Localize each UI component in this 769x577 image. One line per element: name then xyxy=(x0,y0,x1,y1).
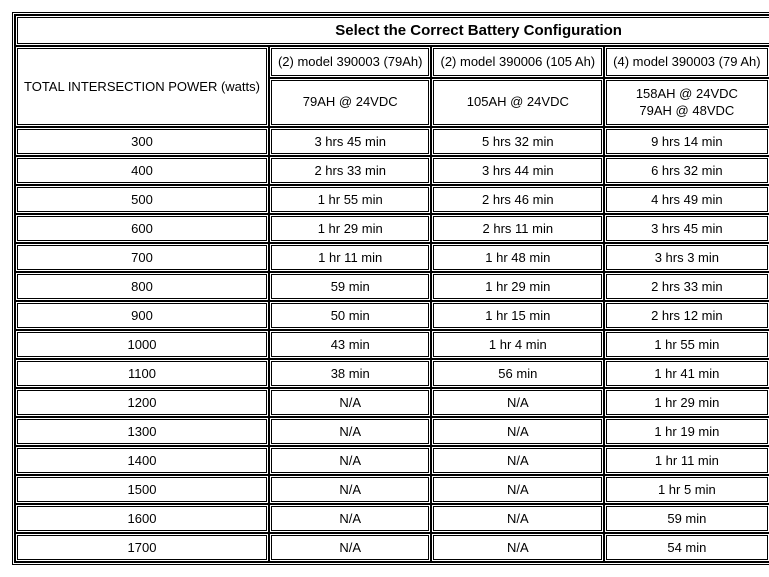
runtime-cell: 6 hrs 32 min xyxy=(604,156,769,185)
runtime-cell: 59 min xyxy=(269,272,432,301)
table-row: 1300N/AN/A1 hr 19 min1 hr 58 min xyxy=(15,417,769,446)
runtime-cell: 1 hr 4 min xyxy=(431,330,604,359)
table-row: 4002 hrs 33 min3 hrs 44 min6 hrs 32 min9… xyxy=(15,156,769,185)
power-cell: 1300 xyxy=(15,417,269,446)
runtime-cell: 1 hr 48 min xyxy=(431,243,604,272)
runtime-cell: 1 hr 15 min xyxy=(431,301,604,330)
power-cell: 1700 xyxy=(15,533,269,562)
power-cell: 1100 xyxy=(15,359,269,388)
power-cell: 600 xyxy=(15,214,269,243)
table-row: 1600N/AN/A59 min1 hr 29 min xyxy=(15,504,769,533)
col-spec-0: 79AH @ 24VDC xyxy=(269,78,432,127)
power-cell: 1400 xyxy=(15,446,269,475)
runtime-cell: 3 hrs 3 min xyxy=(604,243,769,272)
table-row: 110038 min56 min1 hr 41 min2 hrs 27 min xyxy=(15,359,769,388)
runtime-cell: N/A xyxy=(431,504,604,533)
runtime-cell: N/A xyxy=(269,475,432,504)
runtime-cell: N/A xyxy=(269,504,432,533)
table-row: 5001 hr 55 min2 hrs 46 min4 hrs 49 min7 … xyxy=(15,185,769,214)
runtime-cell: 1 hr 29 min xyxy=(269,214,432,243)
power-cell: 1500 xyxy=(15,475,269,504)
col-model-2: (4) model 390003 (79 Ah) xyxy=(604,46,769,78)
runtime-cell: N/A xyxy=(431,388,604,417)
power-cell: 1200 xyxy=(15,388,269,417)
battery-config-table: Select the Correct Battery Configuration… xyxy=(12,12,769,565)
runtime-cell: 1 hr 41 min xyxy=(604,359,769,388)
table-row: 1400N/AN/A1 hr 11 min1 hr 48 min xyxy=(15,446,769,475)
table-row: 1500N/AN/A1 hr 5 min1 hr 37 min xyxy=(15,475,769,504)
col-spec-1: 105AH @ 24VDC xyxy=(431,78,604,127)
runtime-cell: 2 hrs 46 min xyxy=(431,185,604,214)
runtime-cell: 38 min xyxy=(269,359,432,388)
power-cell: 500 xyxy=(15,185,269,214)
runtime-cell: 59 min xyxy=(604,504,769,533)
table-row: 100043 min1 hr 4 min1 hr 55 min2 hrs 46 … xyxy=(15,330,769,359)
runtime-cell: 1 hr 29 min xyxy=(431,272,604,301)
runtime-cell: N/A xyxy=(431,475,604,504)
table-row: 3003 hrs 45 min5 hrs 32 min9 hrs 14 min1… xyxy=(15,127,769,156)
runtime-cell: 43 min xyxy=(269,330,432,359)
runtime-cell: 5 hrs 32 min xyxy=(431,127,604,156)
table-row: 1700N/AN/A54 min1 hr 21 min xyxy=(15,533,769,562)
power-cell: 1000 xyxy=(15,330,269,359)
power-cell: 1600 xyxy=(15,504,269,533)
runtime-cell: N/A xyxy=(269,417,432,446)
runtime-cell: 1 hr 11 min xyxy=(269,243,432,272)
runtime-cell: N/A xyxy=(431,533,604,562)
table-row: 6001 hr 29 min2 hrs 11 min3 hrs 45 min5 … xyxy=(15,214,769,243)
power-cell: 300 xyxy=(15,127,269,156)
runtime-cell: N/A xyxy=(269,446,432,475)
power-cell: 700 xyxy=(15,243,269,272)
runtime-cell: 54 min xyxy=(604,533,769,562)
table-row: 90050 min1 hr 15 min2 hrs 12 min3 hrs 11… xyxy=(15,301,769,330)
runtime-cell: 50 min xyxy=(269,301,432,330)
runtime-cell: N/A xyxy=(269,388,432,417)
table-row: 80059 min1 hr 29 min2 hrs 33 min3 hrs 44… xyxy=(15,272,769,301)
col-model-0: (2) model 390003 (79Ah) xyxy=(269,46,432,78)
runtime-cell: 1 hr 55 min xyxy=(604,330,769,359)
col-spec-2: 158AH @ 24VDC79AH @ 48VDC xyxy=(604,78,769,127)
runtime-cell: 3 hrs 45 min xyxy=(604,214,769,243)
power-cell: 800 xyxy=(15,272,269,301)
power-cell: 900 xyxy=(15,301,269,330)
runtime-cell: 2 hrs 33 min xyxy=(269,156,432,185)
runtime-cell: 1 hr 29 min xyxy=(604,388,769,417)
col-model-1: (2) model 390006 (105 Ah) xyxy=(431,46,604,78)
table-title: Select the Correct Battery Configuration xyxy=(15,15,769,46)
runtime-cell: 2 hrs 12 min xyxy=(604,301,769,330)
runtime-cell: 9 hrs 14 min xyxy=(604,127,769,156)
runtime-cell: 3 hrs 45 min xyxy=(269,127,432,156)
runtime-cell: N/A xyxy=(269,533,432,562)
runtime-cell: 1 hr 55 min xyxy=(269,185,432,214)
runtime-cell: 4 hrs 49 min xyxy=(604,185,769,214)
runtime-cell: 3 hrs 44 min xyxy=(431,156,604,185)
runtime-cell: 1 hr 5 min xyxy=(604,475,769,504)
runtime-cell: 1 hr 11 min xyxy=(604,446,769,475)
row-header: TOTAL INTERSECTION POWER (watts) xyxy=(15,46,269,127)
runtime-cell: 2 hrs 33 min xyxy=(604,272,769,301)
runtime-cell: 1 hr 19 min xyxy=(604,417,769,446)
table-row: 1200N/AN/A1 hr 29 min2 hrs 11 min xyxy=(15,388,769,417)
runtime-cell: 56 min xyxy=(431,359,604,388)
runtime-cell: N/A xyxy=(431,417,604,446)
table-row: 7001 hr 11 min1 hr 48 min3 hrs 3 min4 hr… xyxy=(15,243,769,272)
runtime-cell: N/A xyxy=(431,446,604,475)
power-cell: 400 xyxy=(15,156,269,185)
runtime-cell: 2 hrs 11 min xyxy=(431,214,604,243)
